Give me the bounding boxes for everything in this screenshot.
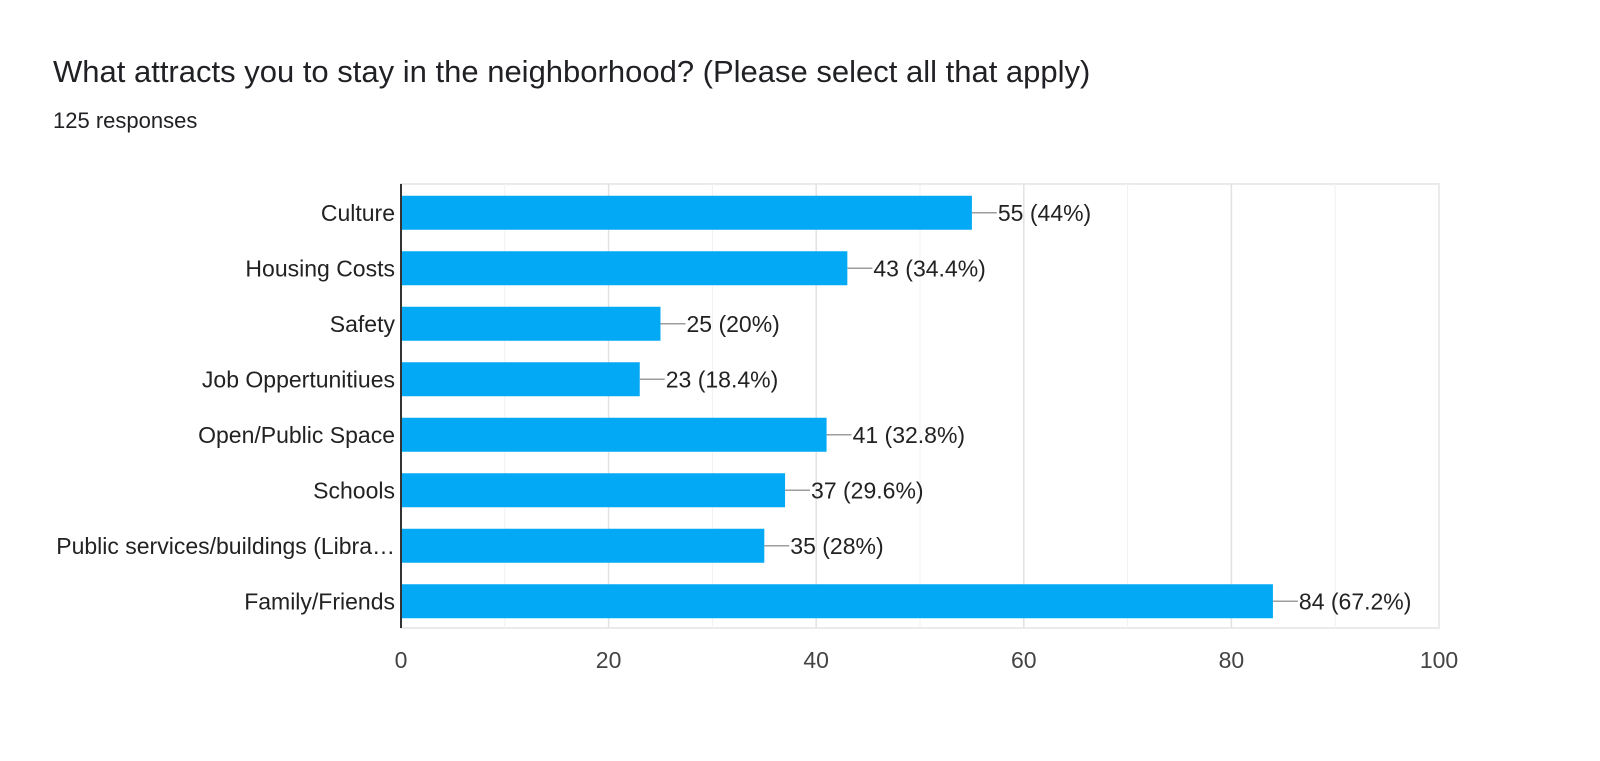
- data-label: 41 (32.8%): [853, 422, 966, 448]
- data-label: 84 (67.2%): [1299, 588, 1412, 614]
- bar: [401, 417, 827, 452]
- category-label: Schools: [313, 477, 395, 503]
- bar: [401, 528, 765, 563]
- data-label: 25 (20%): [687, 311, 780, 337]
- category-label: Safety: [330, 311, 396, 337]
- bar: [401, 195, 972, 230]
- data-label: 55 (44%): [998, 200, 1091, 226]
- x-tick-label: 0: [395, 647, 408, 673]
- bar: [401, 473, 786, 508]
- x-tick-label: 20: [596, 647, 622, 673]
- x-tick-label: 60: [1011, 647, 1037, 673]
- category-label: Job Oppertunitiues: [202, 366, 395, 392]
- bar: [401, 251, 848, 286]
- x-tick-label: 100: [1420, 647, 1458, 673]
- category-label: Public services/buildings (Libra…: [56, 533, 395, 559]
- category-label: Open/Public Space: [198, 422, 395, 448]
- chart-title: What attracts you to stay in the neighbo…: [53, 54, 1091, 89]
- bar: [401, 362, 640, 397]
- x-tick-label: 40: [803, 647, 829, 673]
- data-label: 23 (18.4%): [666, 366, 779, 392]
- data-label: 37 (29.6%): [811, 477, 924, 503]
- category-label: Culture: [321, 200, 395, 226]
- x-tick-label: 80: [1219, 647, 1245, 673]
- category-label: Family/Friends: [244, 588, 395, 614]
- response-count: 125 responses: [53, 108, 198, 133]
- category-label: Housing Costs: [245, 255, 395, 281]
- data-label: 43 (34.4%): [873, 255, 986, 281]
- bar: [401, 584, 1273, 619]
- bar: [401, 306, 661, 341]
- data-label: 35 (28%): [790, 533, 883, 559]
